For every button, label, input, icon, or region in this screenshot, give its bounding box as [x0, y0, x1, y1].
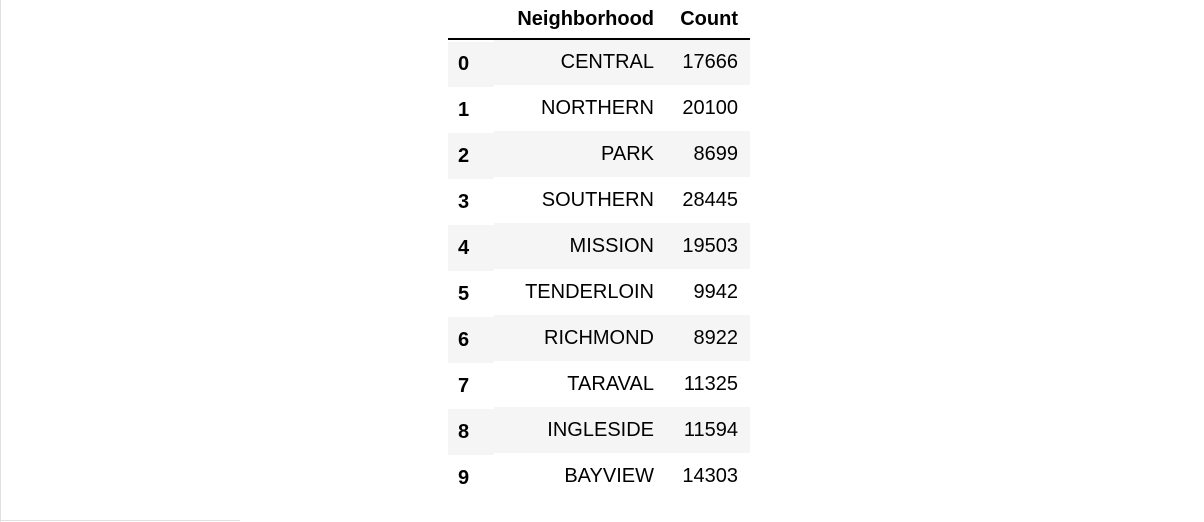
neighborhood-cell: MISSION [569, 234, 654, 257]
neighborhood-cell: RICHMOND [544, 326, 654, 349]
output-frame-bottom-border [0, 520, 240, 521]
row-index: 8 [458, 420, 470, 443]
table-row: 4 MISSION 19503 [448, 223, 750, 269]
table-row: 6 RICHMOND 8922 [448, 315, 750, 361]
count-cell: 17666 [682, 51, 738, 73]
count-cell: 20100 [682, 96, 738, 119]
row-index: 6 [458, 328, 470, 351]
table-row: 3 SOUTHERN 28445 [448, 177, 750, 223]
count-cell: 14303 [682, 464, 738, 487]
table-row: 7 TARAVAL 11325 [448, 361, 750, 407]
row-index: 9 [458, 466, 470, 489]
table-body: 0 CENTRAL 17666 1 NORTHERN 20100 2 PARK … [448, 39, 750, 499]
count-cell: 28445 [682, 188, 738, 211]
table-row: 2 PARK 8699 [448, 131, 750, 177]
output-frame-left-border [0, 0, 1, 522]
table-row: 1 NORTHERN 20100 [448, 85, 750, 131]
neighborhood-cell: SOUTHERN [541, 188, 654, 211]
neighborhood-cell: BAYVIEW [564, 464, 654, 487]
table-row: 9 BAYVIEW 14303 [448, 453, 750, 499]
neighborhood-cell: CENTRAL [560, 51, 654, 73]
column-header-count: Count [666, 0, 750, 40]
row-index: 2 [458, 144, 470, 167]
header-row: Neighborhood Count [448, 0, 750, 40]
count-cell: 8922 [693, 326, 739, 349]
neighborhood-cell: TARAVAL [567, 372, 654, 395]
index-header-cell [448, 0, 494, 40]
neighborhood-cell: PARK [601, 142, 654, 165]
neighborhood-cell: INGLESIDE [547, 418, 654, 441]
count-cell: 19503 [682, 234, 738, 257]
neighborhood-cell: TENDERLOIN [525, 280, 654, 303]
dataframe-table: Neighborhood Count 0 CENTRAL 17666 1 NOR… [448, 0, 750, 499]
row-index: 3 [458, 190, 470, 213]
row-index: 1 [458, 98, 470, 121]
row-index: 4 [458, 236, 470, 259]
count-cell: 9942 [693, 280, 739, 303]
row-index: 5 [458, 282, 470, 305]
row-index: 0 [458, 53, 470, 75]
table-header: Neighborhood Count [448, 0, 750, 40]
count-cell: 11325 [683, 372, 738, 395]
table-row: 5 TENDERLOIN 9942 [448, 269, 750, 315]
row-index: 7 [458, 374, 470, 397]
count-cell: 8699 [693, 142, 739, 165]
table-row: 0 CENTRAL 17666 [448, 39, 750, 85]
count-cell: 11594 [683, 418, 738, 441]
neighborhood-cell: NORTHERN [541, 96, 654, 119]
table-row: 8 INGLESIDE 11594 [448, 407, 750, 453]
column-header-neighborhood: Neighborhood [494, 0, 666, 40]
